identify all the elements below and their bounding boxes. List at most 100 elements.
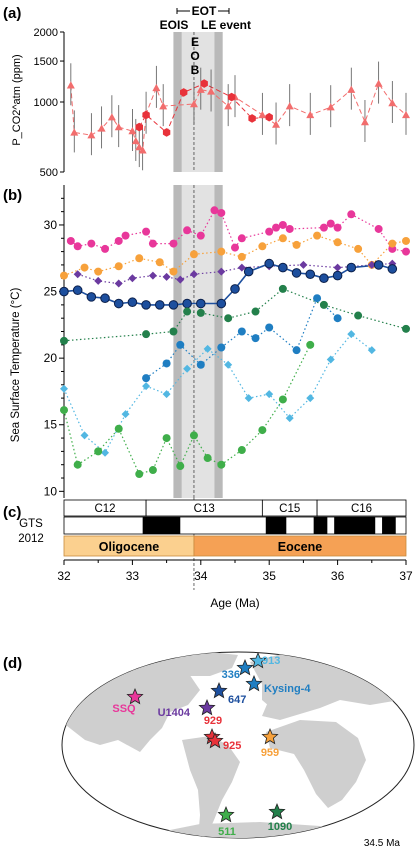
gts-year-label: 2012 xyxy=(18,533,44,545)
sst-point-511 xyxy=(60,406,68,415)
sst-point-ssq xyxy=(237,234,246,243)
sst-point-ssq xyxy=(87,239,96,248)
sst-point-959 xyxy=(114,262,123,271)
sst-point-1090 xyxy=(183,307,192,316)
sst-point-u1404 xyxy=(148,271,157,280)
pco2-triangle-line xyxy=(70,82,407,152)
epoch-label: Eocene xyxy=(278,540,323,554)
sst-point-336 xyxy=(285,414,294,423)
panel-label-d: (d) xyxy=(3,655,22,672)
normal-polarity-block xyxy=(142,517,181,534)
sst-point-959 xyxy=(80,263,89,272)
sst-point-u1404 xyxy=(162,272,171,281)
site-star-icon xyxy=(206,731,224,749)
sst-point-ssq xyxy=(272,223,281,232)
sst-point-u1404 xyxy=(94,276,103,285)
pco2-triangle-point xyxy=(285,102,294,110)
sst-point-959 xyxy=(388,239,397,248)
sst-point-ssq xyxy=(101,244,110,253)
sst-point-ssq xyxy=(326,219,335,228)
pco2-triangle-point xyxy=(131,136,140,145)
sst-point-959 xyxy=(217,247,226,256)
sst-point-1090 xyxy=(60,336,68,345)
pco2-triangle-point xyxy=(128,127,137,135)
sst-point-1090 xyxy=(319,300,328,309)
pco2-triangle-point xyxy=(388,99,397,107)
sst-point-ssq xyxy=(265,227,274,236)
site-star-icon xyxy=(217,805,235,823)
sst-point-ssq xyxy=(285,224,294,233)
eob-label-b: B xyxy=(191,63,200,77)
normal-polarity-block xyxy=(265,517,287,534)
sst-point-kysing-4 xyxy=(72,285,83,296)
sst-point-u1404 xyxy=(299,260,308,269)
pco2-hexagon-point xyxy=(142,110,150,120)
sst-point-959 xyxy=(278,234,287,243)
sst-line-ssq xyxy=(70,209,407,253)
x-axis: 32 33 34 35 36 37 xyxy=(57,559,413,583)
pco2-triangle-point xyxy=(347,85,356,93)
site-label: 336 xyxy=(222,669,240,681)
pco2-triangle-point xyxy=(87,131,96,139)
paleogeography-map: SSQ U1404 647 336 913 Kysing-4 929 925 959 511 109… xyxy=(61,651,415,849)
pco2-hexagon-point xyxy=(200,79,208,88)
panel-label-c: (c) xyxy=(3,504,21,521)
sst-point-ssq xyxy=(210,206,219,215)
sst-point-647 xyxy=(292,346,301,355)
sst-line-647 xyxy=(145,297,339,379)
sst-chart: 10 15 20 25 30 xyxy=(44,185,410,498)
sst-point-kysing-4 xyxy=(278,262,288,273)
sst-point-u1404 xyxy=(237,263,246,272)
sst-point-647 xyxy=(237,327,246,336)
sst-point-336 xyxy=(265,390,274,399)
pco2-triangle-point xyxy=(272,120,281,128)
sst-point-959 xyxy=(292,240,301,249)
sst-point-kysing-4 xyxy=(168,300,179,310)
chron-label: C13 xyxy=(194,503,215,515)
sst-point-959 xyxy=(94,267,103,276)
sst-point-kysing-4 xyxy=(216,298,227,309)
pco2-triangle-point xyxy=(374,79,383,87)
sst-point-u1404 xyxy=(128,274,137,283)
site-star-icon xyxy=(261,727,279,745)
sst-point-336 xyxy=(326,355,335,364)
sst-point-511 xyxy=(148,466,157,475)
sst-point-511 xyxy=(306,340,315,349)
sst-point-336 xyxy=(101,448,110,457)
pco2-triangle-point xyxy=(159,102,168,110)
pco2-triangle-point xyxy=(402,110,410,119)
sst-point-ssq xyxy=(374,224,383,233)
pco2-triangle-point xyxy=(114,123,123,131)
site-label: U1404 xyxy=(158,707,191,719)
sst-point-ssq xyxy=(333,223,342,232)
sst-line-u1404 xyxy=(77,263,393,285)
pco2-hexagon-line xyxy=(138,83,270,134)
sst-point-1090 xyxy=(251,307,260,316)
sst-point-ssq xyxy=(196,231,205,240)
sst-point-336 xyxy=(162,390,171,399)
sst-point-kysing-4 xyxy=(319,273,329,284)
eois-label: EOIS xyxy=(160,18,189,32)
sst-point-647 xyxy=(196,360,205,369)
site-star-icon xyxy=(268,802,286,820)
chron-box xyxy=(316,499,407,517)
site-star-icon xyxy=(245,674,263,692)
pco2-triangle-point xyxy=(107,113,116,121)
sst-point-u1404 xyxy=(333,263,342,272)
le-event-label: LE event xyxy=(201,18,251,32)
sst-point-511 xyxy=(114,424,123,433)
pco2-triangle-point xyxy=(66,81,75,89)
site-label: 647 xyxy=(228,694,246,706)
sst-point-336 xyxy=(142,382,151,391)
pco2-axis-label: P_CO2^atm (ppm) xyxy=(11,54,23,145)
sst-point-511 xyxy=(237,446,246,455)
sst-point-959 xyxy=(354,244,363,253)
pco2-triangle-point xyxy=(189,100,198,108)
sst-point-959 xyxy=(169,267,178,276)
pco2-triangle-point xyxy=(152,83,161,92)
sst-y-tick-label: 10 xyxy=(44,484,58,498)
sst-point-kysing-4 xyxy=(86,292,97,302)
eob-label-e: E xyxy=(191,35,199,49)
sst-point-959 xyxy=(402,236,410,245)
x-axis-tick-label: 36 xyxy=(331,569,345,583)
